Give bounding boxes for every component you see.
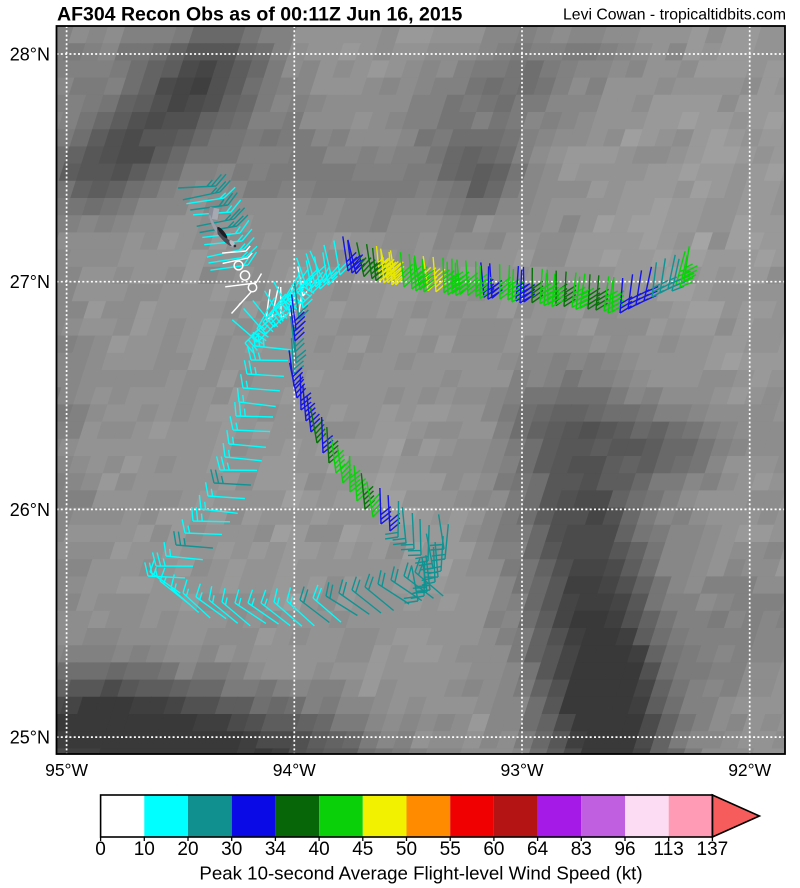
svg-text:AF304 Recon Obs as of 00:11Z J: AF304 Recon Obs as of 00:11Z Jun 16, 201… (57, 4, 463, 26)
svg-text:83: 83 (571, 839, 592, 860)
svg-text:34: 34 (265, 839, 287, 860)
svg-text:96: 96 (614, 839, 635, 860)
svg-text:0: 0 (95, 839, 106, 860)
svg-text:20: 20 (177, 839, 198, 860)
svg-text:45: 45 (352, 839, 373, 860)
svg-text:92°W: 92°W (728, 760, 771, 780)
svg-text:137: 137 (697, 839, 729, 860)
svg-text:28°N: 28°N (10, 45, 50, 65)
svg-text:30: 30 (221, 839, 242, 860)
svg-text:60: 60 (483, 839, 504, 860)
svg-text:Levi Cowan - tropicaltidbits.c: Levi Cowan - tropicaltidbits.com (563, 7, 786, 24)
svg-text:25°N: 25°N (10, 728, 50, 748)
svg-text:95°W: 95°W (45, 760, 88, 780)
svg-text:10: 10 (134, 839, 155, 860)
svg-text:26°N: 26°N (10, 500, 50, 520)
svg-text:50: 50 (396, 839, 417, 860)
svg-text:64: 64 (527, 839, 549, 860)
svg-text:27°N: 27°N (10, 272, 50, 292)
svg-text:113: 113 (654, 839, 684, 860)
svg-text:Peak 10-second Average Flight-: Peak 10-second Average Flight-level Wind… (199, 863, 642, 884)
svg-text:93°W: 93°W (501, 760, 544, 780)
svg-text:40: 40 (309, 839, 330, 860)
svg-text:94°W: 94°W (273, 760, 316, 780)
svg-text:55: 55 (440, 839, 461, 860)
